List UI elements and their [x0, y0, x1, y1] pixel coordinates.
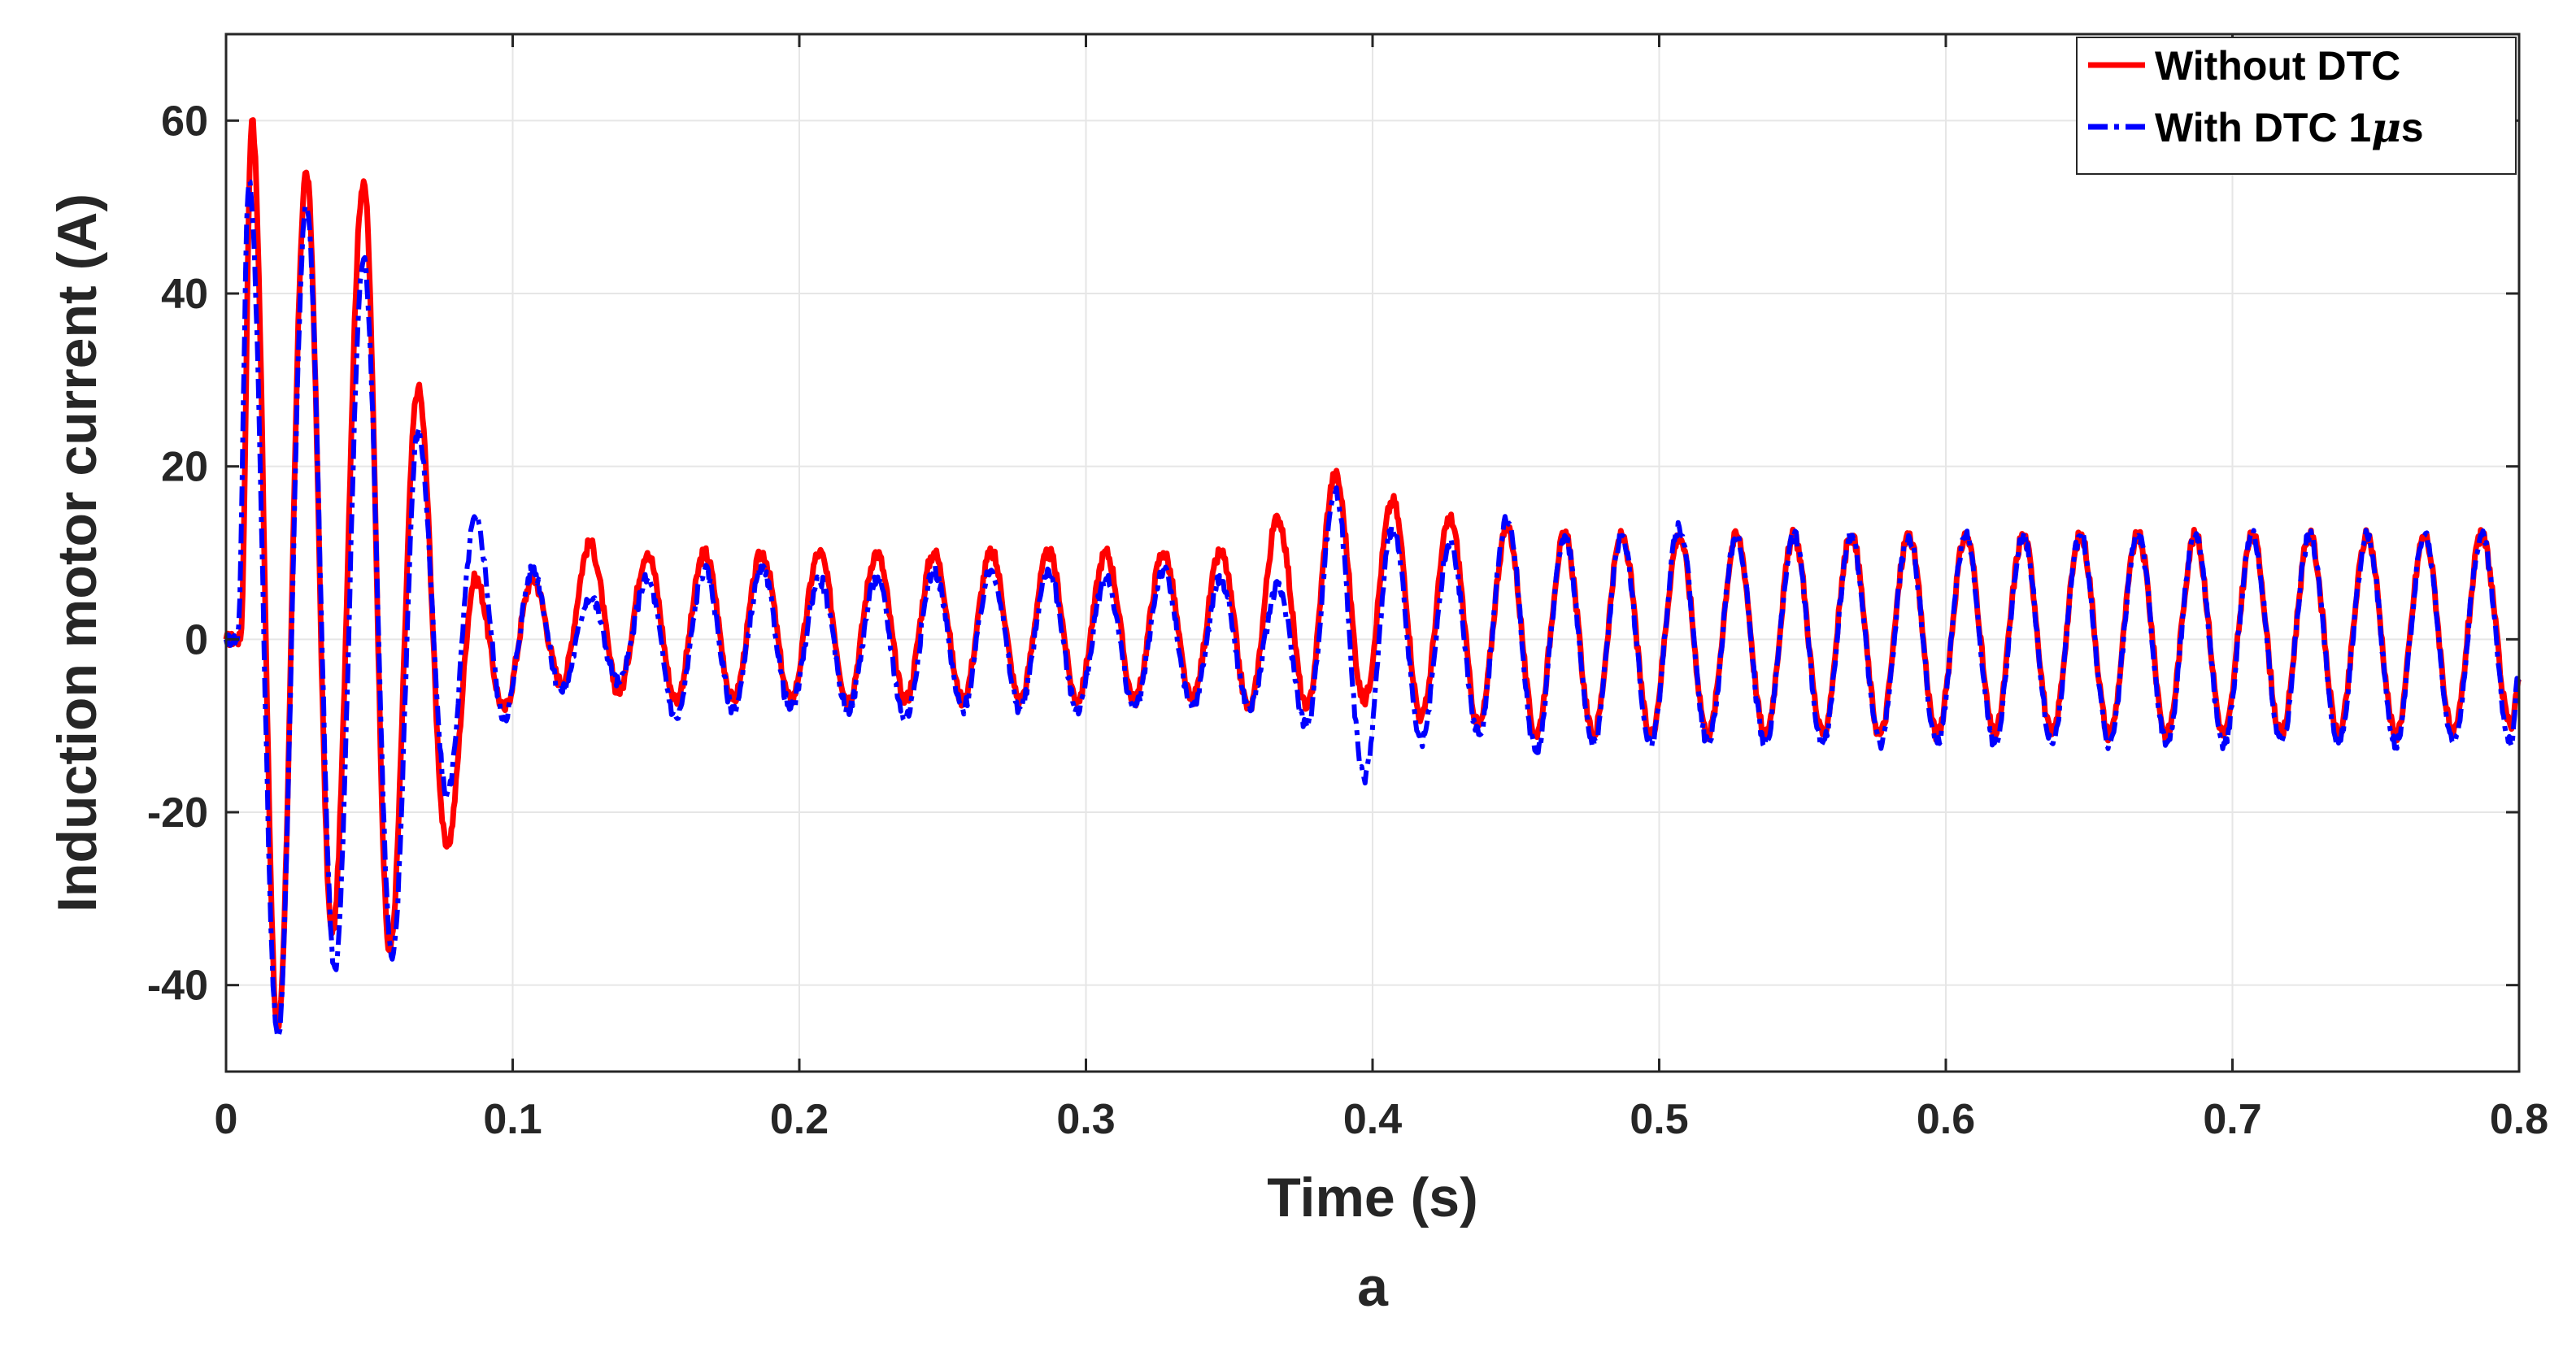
y-tick-label: -40 [147, 963, 208, 1010]
x-tick-label: 0.5 [1630, 1096, 1688, 1143]
x-tick-label: 0.6 [1917, 1096, 1975, 1143]
x-tick-label: 0.7 [2203, 1096, 2261, 1143]
y-tick-label: 40 [161, 271, 208, 318]
legend-label-with-dtc: With DTC 1μs [2155, 103, 2424, 151]
legend-label-with-dtc-prefix: With DTC 1 [2155, 105, 2371, 150]
legend: Without DTC With DTC 1μs [2076, 37, 2517, 175]
legend-label-with-dtc-suffix: s [2401, 105, 2424, 150]
x-tick-label: 0.8 [2490, 1096, 2548, 1143]
y-axis-label: Induction motor current (A) [46, 194, 108, 912]
figure-caption: a [1357, 1256, 1389, 1318]
x-tick-label: 0.3 [1056, 1096, 1115, 1143]
legend-label-without-dtc: Without DTC [2155, 43, 2400, 89]
axis-ticks: 0 0.1 0.2 0.3 0.4 0.5 0.6 0.7 0.8 -40 -20 0 20 40 60 [147, 34, 2548, 1143]
y-tick-label: -20 [147, 789, 208, 837]
series-with-dtc [224, 178, 2522, 1040]
y-tick-label: 20 [161, 444, 208, 491]
legend-label-with-dtc-mu: μ [2371, 103, 2401, 151]
x-axis-label: Time (s) [1267, 1167, 1477, 1228]
legend-box [2076, 37, 2517, 175]
x-tick-label: 0 [215, 1096, 238, 1143]
x-tick-label: 0.2 [770, 1096, 829, 1143]
series-line-with-dtc [224, 178, 2522, 1040]
y-tick-label: 0 [185, 616, 208, 663]
x-tick-label: 0.1 [483, 1096, 542, 1143]
x-tick-label: 0.4 [1343, 1096, 1402, 1143]
y-tick-label: 60 [161, 98, 208, 145]
series-layer [223, 117, 2522, 1040]
